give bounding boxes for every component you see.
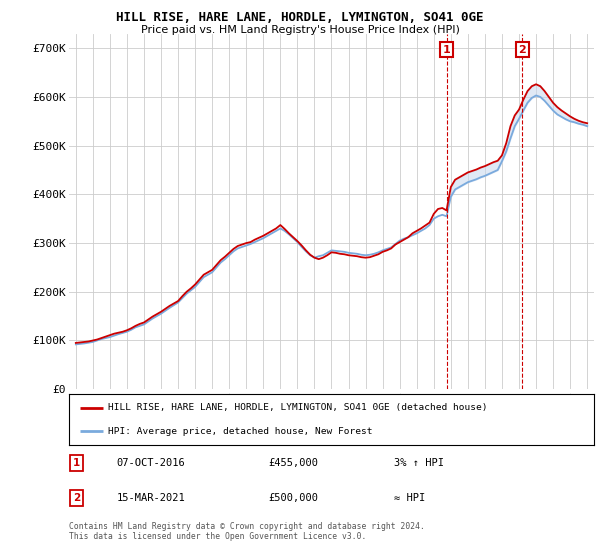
Text: ≈ HPI: ≈ HPI xyxy=(395,493,426,503)
Text: £455,000: £455,000 xyxy=(269,459,319,468)
Text: HILL RISE, HARE LANE, HORDLE, LYMINGTON, SO41 0GE (detached house): HILL RISE, HARE LANE, HORDLE, LYMINGTON,… xyxy=(109,403,488,412)
Text: 07-OCT-2016: 07-OCT-2016 xyxy=(116,459,185,468)
Text: 1: 1 xyxy=(443,45,451,55)
Text: 3% ↑ HPI: 3% ↑ HPI xyxy=(395,459,445,468)
Text: 2: 2 xyxy=(73,493,80,503)
Text: Price paid vs. HM Land Registry's House Price Index (HPI): Price paid vs. HM Land Registry's House … xyxy=(140,25,460,35)
Text: Contains HM Land Registry data © Crown copyright and database right 2024.
This d: Contains HM Land Registry data © Crown c… xyxy=(69,522,425,542)
Text: 1: 1 xyxy=(73,459,80,468)
Text: HILL RISE, HARE LANE, HORDLE, LYMINGTON, SO41 0GE: HILL RISE, HARE LANE, HORDLE, LYMINGTON,… xyxy=(116,11,484,24)
Text: 2: 2 xyxy=(518,45,526,55)
Text: HPI: Average price, detached house, New Forest: HPI: Average price, detached house, New … xyxy=(109,427,373,436)
Text: £500,000: £500,000 xyxy=(269,493,319,503)
Text: 15-MAR-2021: 15-MAR-2021 xyxy=(116,493,185,503)
